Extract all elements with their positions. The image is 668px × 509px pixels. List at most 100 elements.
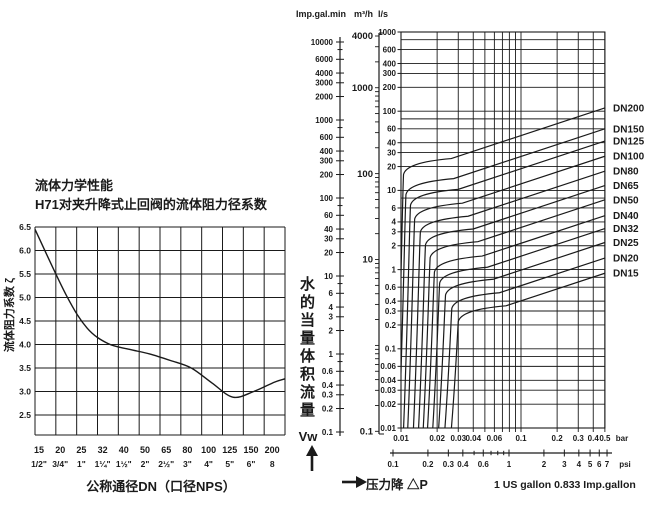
left-y-tick-label: 5.5 bbox=[19, 269, 31, 279]
ls-tick-label: 2 bbox=[392, 242, 397, 251]
bar-tick-label: 0.06 bbox=[487, 434, 503, 443]
imp-gal-tick-label: 0.6 bbox=[322, 367, 334, 376]
imp-gal-tick-label: 10000 bbox=[311, 38, 334, 47]
left-chart-y-tick-labels: 6.5 6.0 5.5 5.0 4.5 4.0 3.5 3.0 2.5 bbox=[19, 222, 31, 420]
ls-tick-label: 30 bbox=[387, 148, 396, 157]
imp-gal-tick-label: 6000 bbox=[315, 55, 333, 64]
axis-arrows bbox=[306, 445, 367, 488]
ls-tick-label: 400 bbox=[383, 59, 397, 68]
imp-gal-tick-label: 0.2 bbox=[322, 404, 334, 413]
left-y-tick-label: 5.0 bbox=[19, 293, 31, 303]
psi-tick-label: 5 bbox=[588, 460, 593, 469]
dn-tick-label: 50 bbox=[140, 445, 150, 455]
left-y-tick-label: 6.0 bbox=[19, 246, 31, 256]
imp-gal-tick-label: 0.3 bbox=[322, 391, 334, 400]
imp-gal-tick-label: 20 bbox=[324, 248, 333, 257]
bar-tick-label: 0.04 bbox=[465, 434, 481, 443]
dn-tick-label: 100 bbox=[201, 445, 216, 455]
imp-gal-tick-label: 300 bbox=[320, 157, 334, 166]
series-label-DN50: DN50 bbox=[613, 195, 639, 206]
left-y-tick-label: 2.5 bbox=[19, 410, 31, 420]
flow-curve-DN150 bbox=[401, 128, 605, 390]
imp-gal-tick-label: 600 bbox=[320, 133, 334, 142]
psi-tick-label: 0.4 bbox=[457, 460, 469, 469]
dn-tick-label: 25 bbox=[76, 445, 86, 455]
series-label-DN20: DN20 bbox=[613, 254, 639, 265]
series-label-DN150: DN150 bbox=[613, 124, 645, 135]
bar-tick-label: 0.02 bbox=[429, 434, 445, 443]
gallon-conversion-note: 1 US gallon 0.833 Imp.gallon bbox=[494, 479, 636, 491]
nps-tick-label: 3/4" bbox=[52, 459, 68, 469]
dn-tick-label: 150 bbox=[243, 445, 258, 455]
nps-tick-label: 8 bbox=[270, 459, 275, 469]
ls-tick-label: 0.6 bbox=[385, 283, 397, 292]
left-chart-x-axis-title: 公称通径DN（口径NPS） bbox=[86, 479, 236, 494]
nps-tick-label: 5" bbox=[225, 459, 234, 469]
m3h-tick-label: 4000 bbox=[352, 31, 373, 42]
ls-tick-label: 0.2 bbox=[385, 321, 397, 330]
left-y-tick-label: 4.5 bbox=[19, 316, 31, 326]
flow-curve-DN32 bbox=[432, 227, 605, 428]
pressure-right-arrowhead-icon bbox=[356, 476, 367, 488]
psi-tick-label: 6 bbox=[597, 460, 602, 469]
bar-tick-label: 0.1 bbox=[515, 434, 527, 443]
imp-gal-tick-label: 3 bbox=[329, 313, 334, 322]
series-label-DN80: DN80 bbox=[613, 167, 639, 178]
dn-tick-label: 15 bbox=[34, 445, 44, 455]
psi-tick-label: 2 bbox=[542, 460, 547, 469]
series-label-DN200: DN200 bbox=[613, 103, 645, 114]
ls-tick-label: 1000 bbox=[378, 28, 396, 37]
left-y-tick-label: 3.5 bbox=[19, 363, 31, 373]
ls-tick-label: 6 bbox=[392, 204, 397, 213]
bar-tick-label: 0.01 bbox=[393, 434, 409, 443]
imp-gal-tick-label: 400 bbox=[320, 147, 334, 156]
nps-tick-label: 3" bbox=[183, 459, 192, 469]
series-label-DN25: DN25 bbox=[613, 238, 639, 249]
flow-curve-DN65 bbox=[417, 185, 605, 428]
left-y-tick-label: 3.0 bbox=[19, 387, 31, 397]
flow-curve-DN125 bbox=[402, 140, 605, 428]
bar-tick-label: 0.5 bbox=[599, 434, 611, 443]
series-label-DN100: DN100 bbox=[613, 152, 645, 163]
imp-gal-tick-label: 6 bbox=[329, 289, 334, 298]
dn-tick-label: 32 bbox=[98, 445, 108, 455]
imp-gal-tick-label: 40 bbox=[324, 225, 333, 234]
imp-gal-min-scale: 1000060004000300020001000600400300200100… bbox=[311, 37, 344, 437]
bar-tick-label: 0.03 bbox=[450, 434, 466, 443]
psi-tick-label: 0.2 bbox=[422, 460, 434, 469]
nps-tick-label: 1¼" bbox=[95, 459, 111, 469]
flow-curve-DN100 bbox=[407, 155, 605, 428]
psi-tick-label: 0.6 bbox=[478, 460, 490, 469]
flow-axis-label: 水的当量体积流量 bbox=[298, 276, 315, 420]
left-chart-y-axis-label: 流体阻力系数 ζ bbox=[4, 277, 16, 353]
m3h-tick-label: 0.1 bbox=[360, 427, 374, 438]
imp-gal-tick-label: 2 bbox=[329, 326, 334, 335]
dn-tick-label: 65 bbox=[161, 445, 171, 455]
imp-gal-tick-label: 4000 bbox=[315, 69, 333, 78]
ls-tick-label: 200 bbox=[383, 83, 397, 92]
ls-tick-label: 0.02 bbox=[380, 400, 396, 409]
nps-tick-label: 4" bbox=[204, 459, 213, 469]
series-label-DN15: DN15 bbox=[613, 269, 639, 280]
ls-tick-label: 1 bbox=[392, 265, 397, 274]
imp-gal-tick-label: 1 bbox=[329, 350, 334, 359]
series-label-DN40: DN40 bbox=[613, 211, 639, 222]
imp-gal-tick-label: 3000 bbox=[315, 79, 333, 88]
flow-curve-DN80 bbox=[412, 170, 605, 428]
imp-gal-tick-label: 0.4 bbox=[322, 381, 334, 390]
dn-tick-label: 20 bbox=[55, 445, 65, 455]
ls-tick-label: 600 bbox=[383, 45, 397, 54]
ls-tick-label: 0.04 bbox=[380, 376, 396, 385]
nps-tick-label: 1½" bbox=[116, 459, 132, 469]
psi-unit-label: psi bbox=[619, 460, 631, 469]
series-label-DN125: DN125 bbox=[613, 137, 645, 148]
dn-tick-label: 125 bbox=[222, 445, 237, 455]
psi-tick-label: 0.1 bbox=[387, 460, 399, 469]
left-chart-nps-tick-labels: 1/2" 3/4" 1" 1¼" 1½" 2" 2½" 3" 4" 5" 6" 8 bbox=[31, 459, 275, 469]
psi-tick-label: 0.3 bbox=[443, 460, 455, 469]
m3h-scale: 4000 1000 100 10 0.1 bbox=[352, 31, 384, 438]
psi-tick-label: 3 bbox=[562, 460, 567, 469]
ls-tick-label: 0.4 bbox=[385, 297, 397, 306]
